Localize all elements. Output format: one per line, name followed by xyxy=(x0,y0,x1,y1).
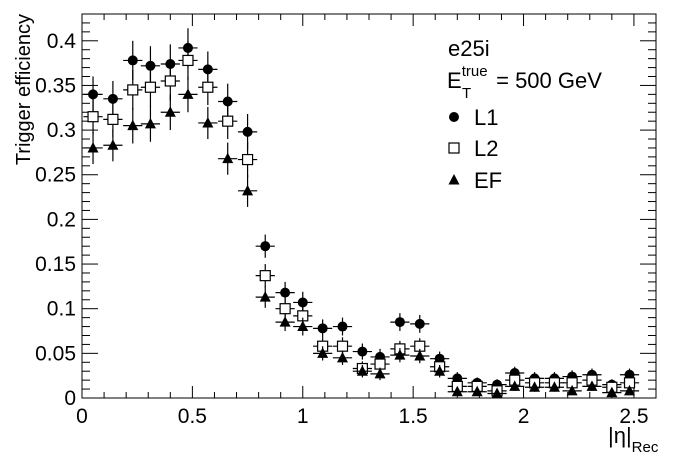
data-point-ef xyxy=(222,152,234,164)
data-point-ef xyxy=(394,349,406,360)
legend-marker xyxy=(448,174,460,185)
data-point-l1 xyxy=(222,96,233,107)
y-tick-label: 0.1 xyxy=(47,298,76,321)
data-point-l1 xyxy=(394,317,405,328)
x-tick-label: 1 xyxy=(297,405,309,428)
data-point-l2 xyxy=(279,303,291,315)
x-tick-labels: 0 0.5 1 1.5 2 2.5 xyxy=(76,405,648,428)
annotation-line2-rest: = 500 GeV xyxy=(490,68,602,93)
data-point-l1 xyxy=(107,93,118,104)
data-point-ef xyxy=(606,386,618,398)
data-point-ef xyxy=(586,380,598,391)
data-point-ef xyxy=(529,381,541,392)
data-point-ef xyxy=(509,380,521,391)
data-point-l2 xyxy=(259,270,271,282)
data-point-ef xyxy=(624,384,636,396)
annotation-line2-sup: true xyxy=(462,63,488,80)
legend-marker xyxy=(449,112,459,122)
data-point-l2 xyxy=(222,115,234,127)
axis-ticks xyxy=(81,14,656,399)
data-point-l1 xyxy=(317,323,328,334)
data-point-l1 xyxy=(242,126,253,137)
data-point-l1 xyxy=(414,318,425,329)
data-point-l2 xyxy=(336,340,349,352)
data-point-l2 xyxy=(202,81,214,93)
annotation: e25i Etrue T = 500 GeV xyxy=(447,36,602,102)
data-point-l1 xyxy=(280,287,291,298)
data-point-l1 xyxy=(297,297,308,308)
data-point-ef xyxy=(127,119,139,131)
data-point-ef xyxy=(144,117,156,129)
data-point-ef xyxy=(164,106,176,117)
data-point-ef xyxy=(548,381,560,392)
data-point-ef xyxy=(87,141,99,153)
y-tick-label: 0.15 xyxy=(35,253,76,276)
y-tick-label: 0 xyxy=(64,387,76,410)
x-tick-label: 0 xyxy=(76,405,88,428)
data-point-ef xyxy=(279,316,291,327)
y-tick-label: 0.3 xyxy=(47,119,76,142)
data-point-ef xyxy=(414,350,426,361)
data-point-l2 xyxy=(164,75,176,87)
data-point-ef xyxy=(107,139,119,150)
x-tick-label: 0.5 xyxy=(178,405,207,428)
data-point-l1 xyxy=(127,55,138,66)
data-point-ef xyxy=(434,365,446,376)
legend-label: L1 xyxy=(474,105,498,130)
y-tick-label: 0.25 xyxy=(35,164,76,187)
data-point-ef xyxy=(259,291,271,302)
x-axis-title-main: |η| xyxy=(608,423,632,448)
data-point-ef xyxy=(297,320,309,332)
annotation-line2-main: E xyxy=(447,68,462,93)
data-marks xyxy=(83,28,640,399)
data-point-l1 xyxy=(357,346,368,357)
series-ef xyxy=(83,76,640,399)
data-point-ef xyxy=(182,88,194,99)
data-point-l2 xyxy=(127,84,139,96)
legend-entry-l1: L1 xyxy=(449,105,498,130)
y-tick-label: 0.35 xyxy=(35,74,76,97)
data-point-l2 xyxy=(241,153,254,166)
legend-label: L2 xyxy=(474,136,498,161)
data-point-l2 xyxy=(182,54,194,67)
data-point-l1 xyxy=(337,321,348,332)
y-tick-label: 0.4 xyxy=(47,30,77,53)
data-point-ef xyxy=(317,347,329,358)
data-point-ef xyxy=(202,116,214,128)
y-tick-label: 0.05 xyxy=(35,342,76,365)
legend-label: EF xyxy=(474,168,502,193)
legend: L1 L2 EF xyxy=(448,105,502,193)
y-axis-title: Trigger efficiency xyxy=(13,14,35,165)
series-l2 xyxy=(83,40,640,397)
legend-marker xyxy=(448,142,460,154)
x-tick-label: 2 xyxy=(518,405,530,428)
data-point-l2 xyxy=(374,358,386,370)
x-axis-title: |η|Rec xyxy=(608,423,659,456)
legend-entry-ef: EF xyxy=(448,168,502,193)
data-point-ef xyxy=(374,367,386,379)
data-point-ef xyxy=(242,184,254,196)
data-point-ef xyxy=(471,385,483,397)
data-point-l2 xyxy=(144,81,157,93)
x-tick-label: 1.5 xyxy=(399,405,428,428)
data-point-ef xyxy=(566,384,578,396)
y-tick-label: 0.2 xyxy=(47,208,76,231)
data-point-l1 xyxy=(260,241,271,252)
annotation-line2: Etrue T = 500 GeV xyxy=(447,63,602,102)
data-point-ef xyxy=(451,385,463,397)
data-point-l1 xyxy=(145,60,156,71)
data-point-ef xyxy=(356,365,368,376)
legend-entry-l2: L2 xyxy=(448,136,498,161)
x-axis-title-sub: Rec xyxy=(632,439,659,456)
y-tick-labels: 0 0.05 0.1 0.15 0.2 0.25 0.3 0.35 0.4 xyxy=(35,30,76,410)
data-point-ef xyxy=(337,351,349,363)
data-point-l2 xyxy=(107,113,119,125)
x-tick-label: 2.5 xyxy=(619,405,648,428)
data-point-ef xyxy=(491,387,503,399)
annotation-line2-sub: T xyxy=(462,85,471,102)
data-point-l2 xyxy=(87,111,99,123)
data-point-l1 xyxy=(88,89,99,100)
annotation-line1: e25i xyxy=(448,36,490,61)
